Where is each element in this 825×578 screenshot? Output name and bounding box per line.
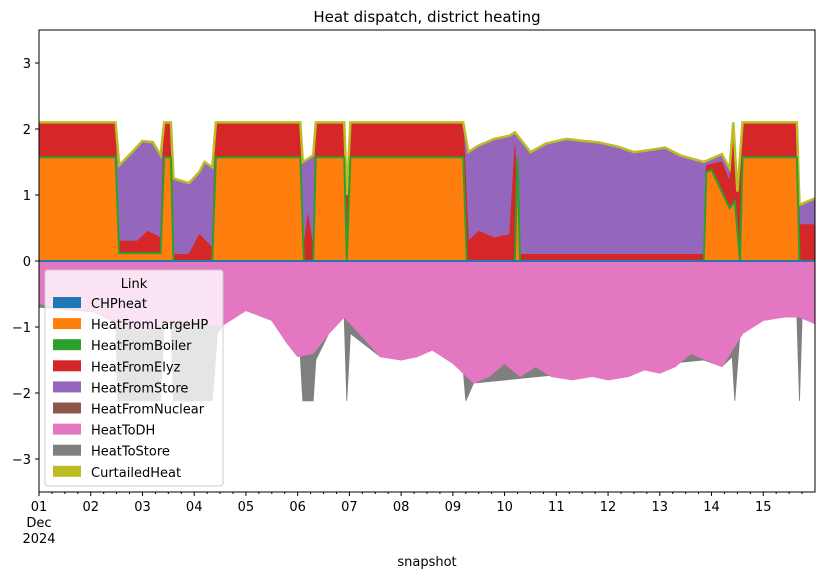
y-tick-label: 3 — [23, 57, 31, 72]
x-tick-label: 12 — [600, 500, 617, 515]
x-tick-label: 03 — [134, 500, 151, 515]
x-tick-label: 07 — [341, 500, 358, 515]
area-heatfromboiler-outline — [39, 156, 815, 262]
legend-swatch-heattostore — [53, 444, 81, 456]
x-tick-label: 01 — [31, 500, 48, 515]
x-tick-label: 13 — [652, 500, 669, 515]
area-heattodh — [39, 260, 815, 384]
y-tick-label: −2 — [12, 387, 31, 402]
x-tick-label: 02 — [82, 500, 99, 515]
legend-swatch-heattodh — [53, 423, 81, 435]
legend-label-heatfromelyz: HeatFromElyz — [91, 360, 181, 375]
x-tick-label: 08 — [393, 500, 410, 515]
legend-label-heatfromboiler: HeatFromBoiler — [91, 339, 192, 354]
legend-swatch-curtailedheat — [53, 465, 81, 477]
y-tick-label: 0 — [23, 255, 31, 270]
legend-swatch-heatfromstore — [53, 381, 81, 393]
x-axis-label: snapshot — [397, 555, 456, 570]
y-tick-label: −1 — [12, 321, 31, 336]
y-tick-label: 2 — [23, 123, 31, 138]
legend-title: Link — [121, 277, 148, 292]
x-tick-label: 04 — [186, 500, 203, 515]
legend-label-heatfromstore: HeatFromStore — [91, 381, 188, 396]
legend-swatch-heatfromelyz — [53, 360, 81, 372]
legend-swatch-chpheat — [53, 297, 81, 308]
y-tick-label: 1 — [23, 189, 31, 204]
x-tick-label: 10 — [496, 500, 513, 515]
x-tick-label: 14 — [703, 500, 720, 515]
legend-label-heattodh: HeatToDH — [91, 424, 155, 439]
legend-label-heatfromlargehp: HeatFromLargeHP — [91, 318, 208, 333]
legend-swatch-heatfromnuclear — [53, 402, 81, 414]
x-tick-label: 15 — [755, 500, 772, 515]
plot-areas — [39, 121, 815, 402]
legend-label-curtailedheat: CurtailedHeat — [91, 466, 181, 481]
x-tick-label: 09 — [445, 500, 462, 515]
x-tick-label: 05 — [238, 500, 255, 515]
legend-box — [44, 269, 224, 487]
legend-swatch-heatfromboiler — [53, 339, 81, 351]
legend-swatch-heatfromlargehp — [53, 318, 81, 330]
x-tick-label: 11 — [548, 500, 565, 515]
legend: Link CHPheat HeatFromLargeHP HeatFromBoiler… — [44, 269, 224, 487]
legend-label-heattostore: HeatToStore — [91, 445, 170, 460]
y-tick-label: −3 — [12, 453, 31, 468]
area-curtailedheat-outline — [39, 121, 815, 207]
x-tick-label: 06 — [289, 500, 306, 515]
legend-label-heatfromnuclear: HeatFromNuclear — [91, 403, 205, 418]
chart-title: Heat dispatch, district heating — [313, 8, 540, 26]
x-tick-year: 2024 — [22, 532, 55, 547]
legend-label-chpheat: CHPheat — [91, 297, 147, 312]
x-tick-month: Dec — [26, 516, 51, 531]
